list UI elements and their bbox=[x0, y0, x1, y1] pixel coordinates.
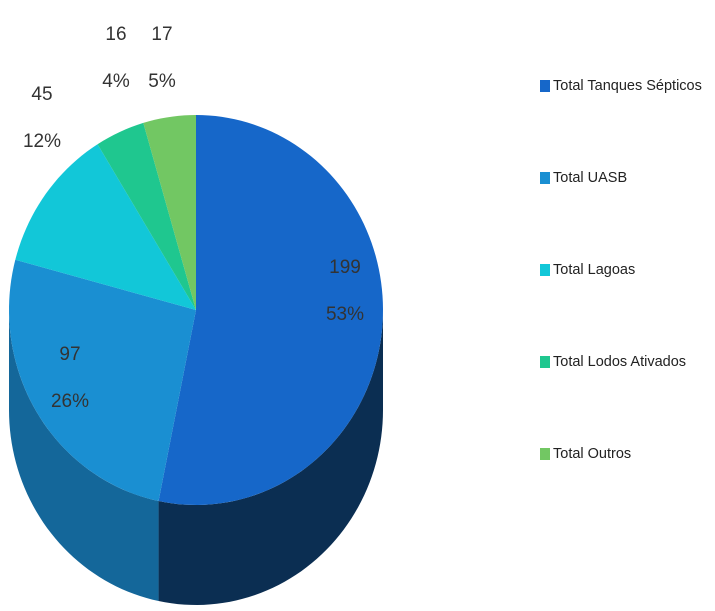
legend-label: Total Outros bbox=[553, 446, 631, 462]
legend-label: Total Lodos Ativados bbox=[553, 354, 686, 370]
legend-label: Total Tanques Sépticos bbox=[553, 78, 702, 94]
slice bbox=[15, 144, 196, 310]
data-label: 199 bbox=[329, 257, 361, 278]
slice bbox=[9, 259, 197, 502]
legend-swatch bbox=[540, 356, 550, 368]
data-label: 17 bbox=[151, 24, 172, 45]
legend-label: Total UASB bbox=[553, 170, 627, 186]
percent-label: 4% bbox=[102, 71, 130, 92]
legend-swatch bbox=[540, 264, 550, 276]
data-label: 97 bbox=[59, 344, 80, 365]
slice bbox=[97, 122, 196, 311]
slice-side bbox=[158, 310, 383, 605]
percent-label: 5% bbox=[148, 71, 176, 92]
slice-side bbox=[9, 310, 159, 602]
slice bbox=[143, 115, 196, 310]
legend-label: Total Lagoas bbox=[553, 262, 635, 278]
legend-swatch bbox=[540, 80, 550, 92]
legend-swatch bbox=[540, 172, 550, 184]
percent-label: 53% bbox=[326, 304, 364, 325]
data-label: 16 bbox=[105, 24, 126, 45]
slice bbox=[158, 115, 383, 505]
percent-label: 12% bbox=[23, 131, 61, 152]
legend-swatch bbox=[540, 448, 550, 460]
percent-label: 26% bbox=[51, 391, 89, 412]
data-label: 45 bbox=[31, 84, 52, 105]
